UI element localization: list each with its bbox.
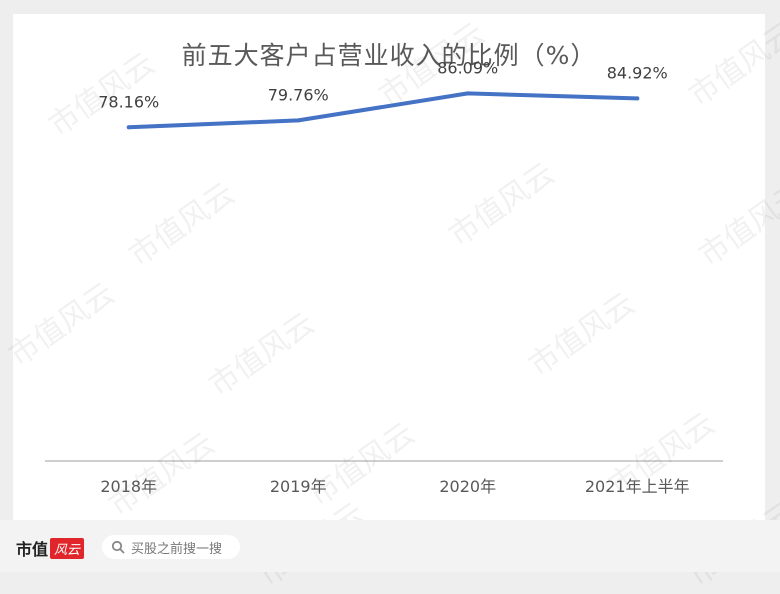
footer-bar: 市值 风云 买股之前搜一搜 — [0, 520, 780, 572]
data-label: 79.76% — [268, 85, 329, 104]
x-tick-label: 2020年 — [439, 477, 496, 496]
series-line — [126, 91, 640, 130]
brand-logo[interactable]: 市值 风云 — [16, 536, 85, 560]
line-chart: 78.16% 2018年 79.76% 2019年 86.09% 2020年 84.92% 2… — [45, 58, 723, 496]
data-point — [296, 118, 301, 123]
brand-text: 市值 — [16, 540, 49, 559]
brand-badge: 风云 — [50, 537, 85, 559]
data-label: 84.92% — [607, 63, 668, 82]
data-label: 78.16% — [98, 92, 159, 111]
data-point — [635, 96, 640, 101]
data-point — [465, 91, 470, 96]
chart-title: 前五大客户占营业收入的比例（%） — [181, 41, 597, 70]
x-tick-label: 2019年 — [270, 477, 327, 496]
x-tick-label: 2018年 — [100, 477, 157, 496]
data-label: 86.09% — [437, 58, 498, 77]
chart-card: 前五大客户占营业收入的比例（%） 78.16% 2018年 79.76% 2019年 8… — [13, 14, 765, 520]
search-input[interactable]: 买股之前搜一搜 — [102, 535, 240, 559]
x-tick-label: 2021年上半年 — [585, 477, 690, 496]
search-placeholder: 买股之前搜一搜 — [131, 541, 223, 557]
data-point — [126, 125, 131, 130]
search-icon — [111, 540, 125, 554]
